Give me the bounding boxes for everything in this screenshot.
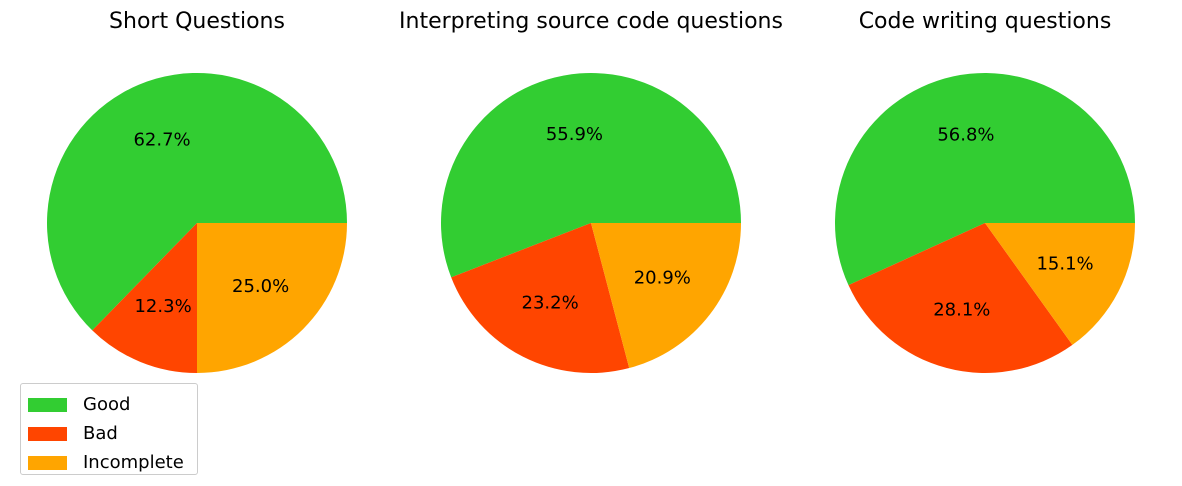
pie-slice-good-interpreting-source-code bbox=[440, 72, 741, 278]
pie-labels-short-questions: 62.7% 12.3% 25.0% bbox=[133, 130, 289, 317]
pie-slice-incomplete-interpreting-source-code bbox=[591, 223, 741, 369]
pie-slices-code-writing bbox=[835, 73, 1135, 373]
pie-slices-short-questions bbox=[46, 72, 347, 373]
chart-title-code-writing: Code writing questions bbox=[859, 9, 1112, 34]
pie-label-incomplete-interpreting-source-code: 20.9% bbox=[634, 267, 691, 288]
pie-chart-code-writing: Code writing questions 56.8% 28.1% 15.1% bbox=[835, 9, 1135, 373]
chart-title-short-questions: Short Questions bbox=[109, 9, 285, 34]
pie-label-good-short-questions: 62.7% bbox=[133, 130, 190, 151]
pie-slice-good-short-questions bbox=[46, 72, 347, 331]
legend-swatch-incomplete bbox=[28, 455, 67, 470]
legend-label-incomplete: Incomplete bbox=[83, 452, 184, 473]
pie-label-good-interpreting-source-code: 55.9% bbox=[546, 124, 603, 145]
pie-label-bad-code-writing: 28.1% bbox=[933, 299, 990, 320]
chart-title-interpreting-source-code: Interpreting source code questions bbox=[399, 9, 783, 34]
pie-slice-incomplete-short-questions bbox=[197, 223, 347, 373]
legend-item-incomplete: Incomplete bbox=[28, 448, 197, 477]
pie-slice-incomplete-code-writing bbox=[985, 223, 1135, 345]
legend-item-good: Good bbox=[28, 390, 197, 419]
pie-label-incomplete-short-questions: 25.0% bbox=[232, 276, 289, 297]
pie-slice-bad-short-questions bbox=[92, 223, 197, 373]
pie-slice-bad-code-writing bbox=[848, 223, 1073, 373]
pie-labels-interpreting-source-code: 55.9% 23.2% 20.9% bbox=[522, 124, 691, 314]
pie-chart-short-questions: Short Questions 62.7% 12.3% 25.0% bbox=[46, 9, 347, 373]
legend-label-bad: Bad bbox=[83, 423, 118, 444]
pie-slice-good-code-writing bbox=[835, 73, 1135, 286]
pie-label-bad-short-questions: 12.3% bbox=[134, 296, 191, 317]
legend-label-good: Good bbox=[83, 394, 131, 415]
pie-slice-bad-interpreting-source-code bbox=[451, 223, 630, 374]
pie-label-good-code-writing: 56.8% bbox=[937, 125, 994, 146]
legend-swatch-bad bbox=[28, 426, 67, 441]
legend-swatch-good bbox=[28, 397, 67, 412]
pie-slices-interpreting-source-code bbox=[440, 72, 741, 374]
legend: Good Bad Incomplete bbox=[20, 383, 198, 475]
pie-label-incomplete-code-writing: 15.1% bbox=[1036, 254, 1093, 275]
pie-chart-interpreting-source-code: Interpreting source code questions 55.9%… bbox=[399, 9, 783, 374]
pie-label-bad-interpreting-source-code: 23.2% bbox=[522, 293, 579, 314]
legend-item-bad: Bad bbox=[28, 419, 197, 448]
pie-labels-code-writing: 56.8% 28.1% 15.1% bbox=[933, 125, 1093, 321]
